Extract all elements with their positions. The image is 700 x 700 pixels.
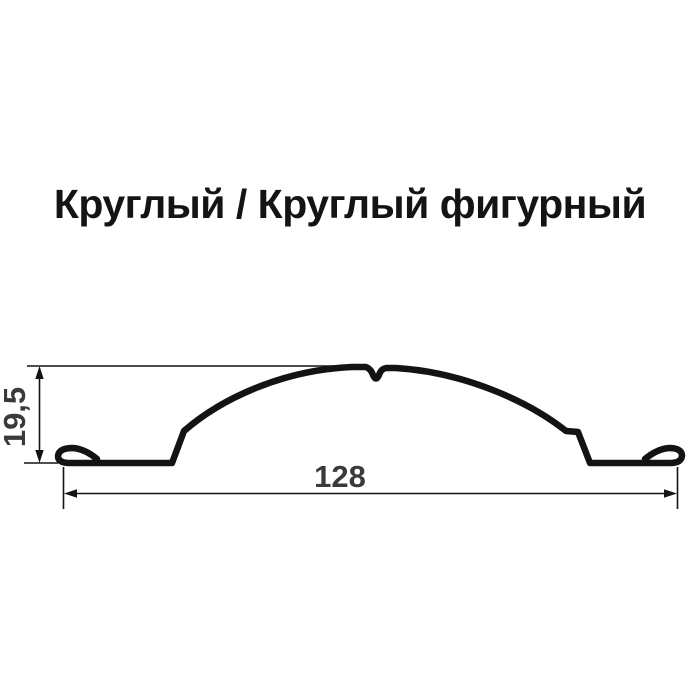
height-dimension-label: 19,5: [0, 387, 32, 447]
picket-profile-outline: [54, 363, 686, 467]
page-title: Круглый / Круглый фигурный: [53, 181, 647, 227]
width-dimension-label: 128: [314, 459, 366, 494]
width-dimension: 128: [62, 459, 679, 509]
arrow-right-icon: [664, 489, 677, 498]
arrow-down-icon: [35, 450, 44, 463]
arrow-up-icon: [35, 366, 44, 379]
arrow-left-icon: [64, 489, 77, 498]
height-dimension: 19,5: [0, 365, 358, 464]
